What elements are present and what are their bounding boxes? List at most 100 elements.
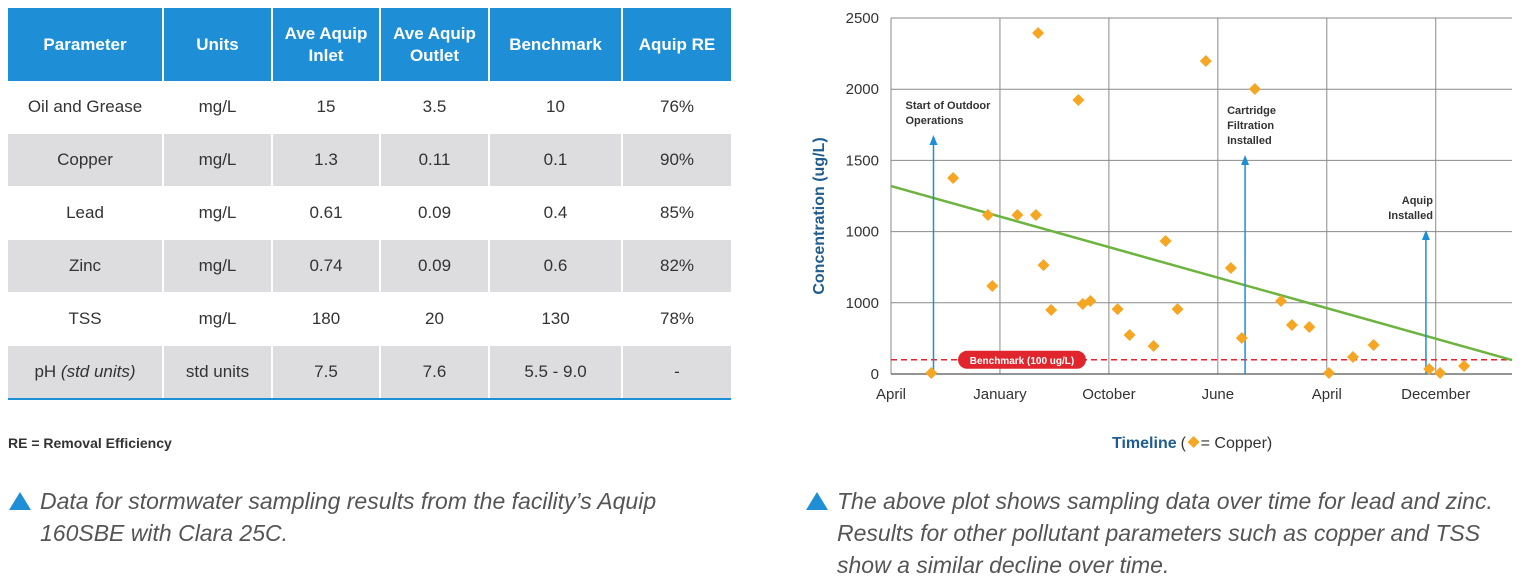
trend-line bbox=[890, 184, 1513, 362]
table-cell: mg/L bbox=[163, 81, 273, 134]
data-point bbox=[1346, 351, 1359, 364]
arrow-head bbox=[1421, 230, 1430, 241]
annotation-text: Start of Outdoor bbox=[905, 100, 991, 112]
header-cell: Ave Aquip Inlet bbox=[272, 8, 381, 81]
table-cell: 130 bbox=[489, 292, 623, 346]
table-cell: 76% bbox=[622, 81, 731, 134]
arrow-head bbox=[1241, 154, 1250, 165]
data-point bbox=[1235, 331, 1248, 344]
y-tick-label: 0 bbox=[871, 366, 879, 383]
data-point bbox=[1423, 363, 1436, 376]
table-cell: 0.74 bbox=[272, 239, 381, 293]
table-cell: 0.4 bbox=[489, 186, 623, 240]
data-point bbox=[1171, 303, 1184, 316]
data-point bbox=[1224, 262, 1237, 275]
table-cell: 90% bbox=[622, 133, 731, 187]
data-point bbox=[1072, 94, 1085, 107]
data-point bbox=[981, 208, 994, 221]
table-caption: Data for stormwater sampling results fro… bbox=[40, 488, 657, 546]
table-cell: 20 bbox=[380, 292, 490, 346]
table-cell: mg/L bbox=[163, 186, 273, 240]
x-tick-label: April bbox=[876, 386, 906, 403]
table-cell: 1.3 bbox=[272, 133, 381, 187]
data-point bbox=[1045, 304, 1058, 317]
table-row: pH (std units) std units 7.5 7.6 5.5 - 9.0- bbox=[8, 345, 731, 400]
y-tick-label: 2500 bbox=[846, 10, 879, 27]
table-cell: 10 bbox=[489, 81, 623, 134]
header-cell: Units bbox=[163, 8, 273, 81]
header-cell: Aquip RE bbox=[622, 8, 731, 81]
x-tick-label: June bbox=[1202, 386, 1235, 403]
annotation-text: Aquip bbox=[1402, 195, 1433, 207]
table-cell: Zinc bbox=[8, 239, 164, 293]
header-cell: Ave Aquip Outlet bbox=[380, 8, 490, 81]
x-label-text: Timeline bbox=[1112, 435, 1177, 452]
table-cell: - bbox=[622, 345, 731, 400]
legend-open: ( bbox=[1181, 435, 1187, 452]
arrow-head bbox=[929, 135, 938, 146]
footnote: RE = Removal Efficiency bbox=[8, 435, 172, 451]
data-point bbox=[1029, 208, 1042, 221]
table-row: Lead mg/L 0.61 0.09 0.4 85% bbox=[8, 186, 731, 240]
data-point bbox=[1037, 259, 1050, 272]
legend-label: = Copper) bbox=[1201, 435, 1273, 452]
table-cell: 180 bbox=[272, 292, 381, 346]
table-cell: 0.1 bbox=[489, 133, 623, 187]
annotation-text: Installed bbox=[1388, 210, 1433, 222]
annotation-text: Filtration bbox=[1227, 120, 1274, 132]
cell-note: (std units) bbox=[60, 362, 136, 381]
data-point bbox=[947, 172, 960, 185]
data-point bbox=[1032, 26, 1045, 39]
table-cell: 0.11 bbox=[380, 133, 490, 187]
legend-marker bbox=[1187, 436, 1200, 448]
table-cell: std units bbox=[163, 345, 273, 400]
y-tick-label: 2000 bbox=[846, 81, 879, 98]
data-point bbox=[1322, 367, 1335, 380]
table-cell: 85% bbox=[622, 186, 731, 240]
header-row: Parameter Units Ave Aquip Inlet Ave Aquip O… bbox=[8, 8, 731, 81]
data-point bbox=[986, 279, 999, 292]
data-point bbox=[1367, 338, 1380, 351]
table-cell: TSS bbox=[8, 292, 164, 346]
data-point bbox=[1199, 55, 1212, 68]
caption-marker bbox=[806, 492, 828, 510]
benchmark-badge bbox=[958, 350, 1086, 369]
header-cell: Parameter bbox=[8, 8, 164, 81]
y-axis-label: Concentration (ug/L) bbox=[811, 137, 828, 294]
data-point bbox=[1248, 83, 1261, 96]
annotation-text: Cartridge bbox=[1227, 105, 1276, 117]
data-point bbox=[1147, 339, 1160, 352]
table-cell: Oil and Grease bbox=[8, 81, 164, 134]
table-cell: Copper bbox=[8, 133, 164, 187]
chart-caption: The above plot shows sampling data over … bbox=[837, 488, 1493, 578]
table-cell: 5.5 - 9.0 bbox=[489, 345, 623, 400]
table-cell: 78% bbox=[622, 292, 731, 346]
table-cell: mg/L bbox=[163, 239, 273, 293]
table-cell: Lead bbox=[8, 186, 164, 240]
results-table: Parameter Units Ave Aquip Inlet Ave Aquip O… bbox=[8, 8, 731, 400]
x-tick-label: January bbox=[973, 386, 1027, 403]
table-row: Zinc mg/L 0.74 0.09 0.6 82% bbox=[8, 239, 731, 293]
x-axis-label: Timeline( bbox=[1112, 435, 1187, 452]
table-cell: pH (std units) bbox=[8, 345, 164, 400]
table-row: TSS mg/L 180 20 130 78% bbox=[8, 292, 731, 346]
data-point bbox=[925, 367, 938, 380]
benchmark-label: Benchmark (100 ug/L) bbox=[970, 356, 1074, 367]
table-cell: 0.61 bbox=[272, 186, 381, 240]
table-cell: 0.09 bbox=[380, 239, 490, 293]
table-cell: 7.6 bbox=[380, 345, 490, 400]
table-row: Copper mg/L 1.3 0.11 0.1 90% bbox=[8, 133, 731, 187]
x-tick-label: October bbox=[1082, 386, 1135, 403]
table-cell: 0.6 bbox=[489, 239, 623, 293]
table-row: Oil and Grease mg/L 15 3.5 10 76% bbox=[8, 81, 731, 134]
header-cell: Benchmark bbox=[489, 8, 623, 81]
data-point bbox=[1303, 321, 1316, 334]
data-point bbox=[1111, 303, 1124, 316]
chart: 0 1000 1000 1500 2000 2500 April January October… bbox=[811, 10, 1513, 452]
data-point bbox=[1285, 319, 1298, 332]
table-cell: 7.5 bbox=[272, 345, 381, 400]
y-tick-label: 1500 bbox=[846, 152, 879, 169]
table-cell: 82% bbox=[622, 239, 731, 293]
table-cell: 0.09 bbox=[380, 186, 490, 240]
